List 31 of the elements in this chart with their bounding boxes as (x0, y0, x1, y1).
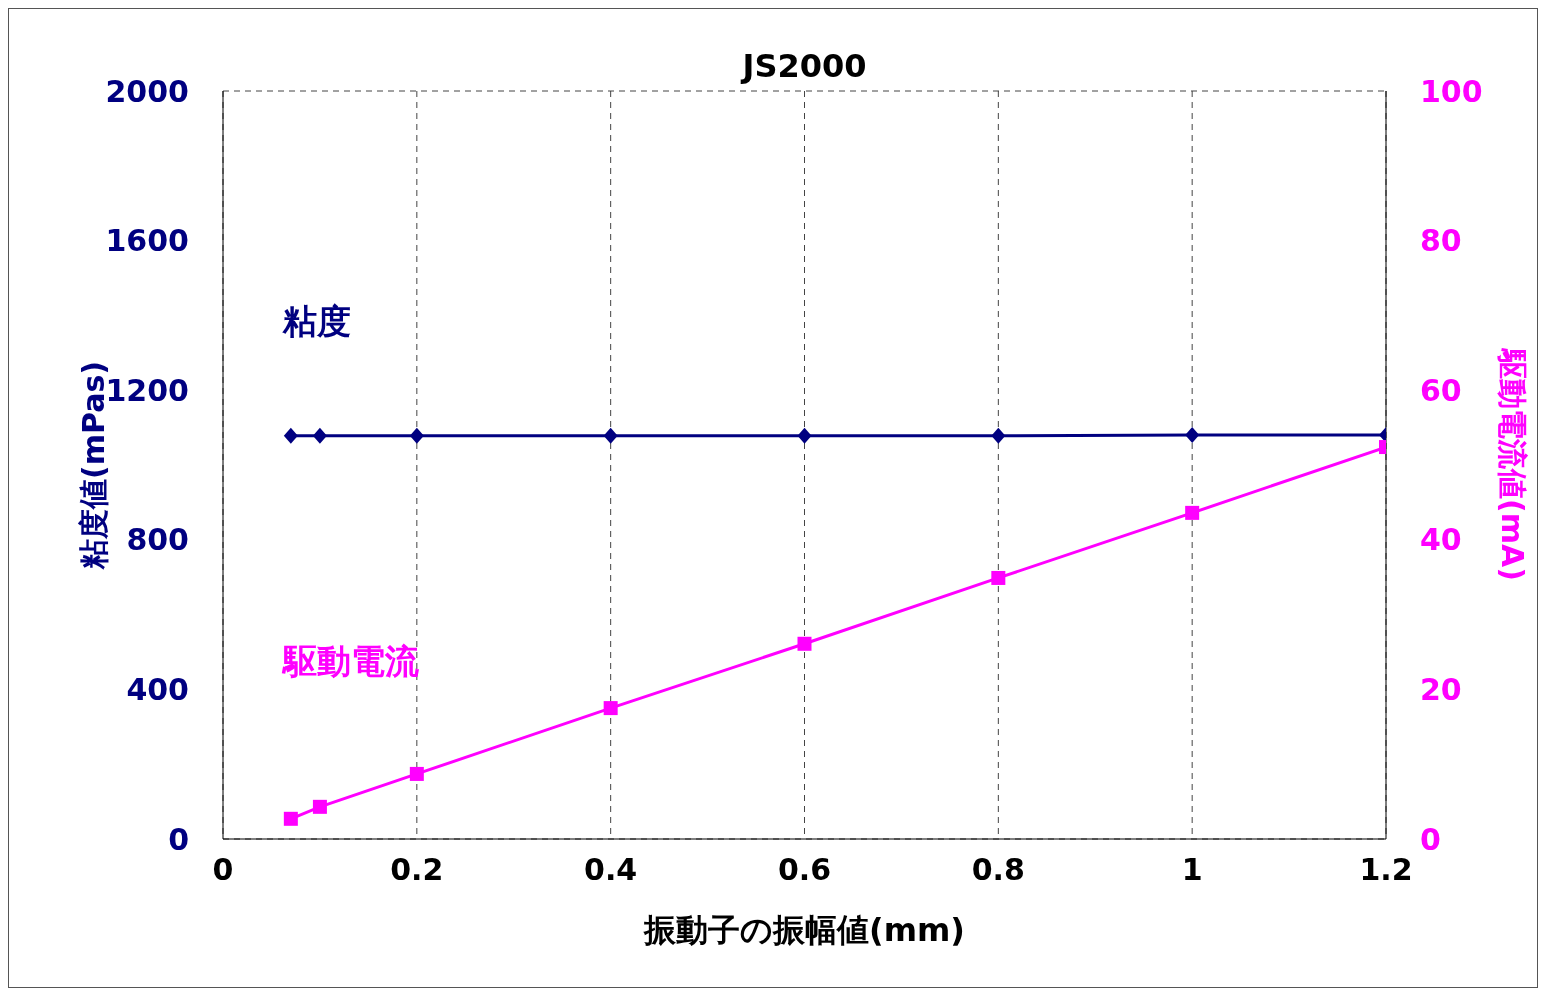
y2-tick-label: 80 (1420, 223, 1462, 259)
point (797, 636, 812, 651)
y-tick-label: 400 (126, 672, 189, 708)
y-tick-label: 2000 (105, 73, 189, 109)
text: 駆動電流 (283, 640, 419, 683)
y-tick-label: 1600 (105, 223, 189, 259)
y-tick-label: 1200 (105, 372, 189, 408)
x-tick-label: 0.8 (971, 852, 1025, 888)
point (409, 766, 424, 781)
y-tick-label: 800 (126, 522, 189, 558)
point (283, 811, 298, 826)
chart-title: JS2000 (742, 47, 867, 85)
y-tick-label: 0 (168, 821, 189, 857)
point (1185, 505, 1200, 520)
y2-tick-label: 100 (1420, 73, 1483, 109)
x-tick-label: 0.6 (777, 852, 832, 888)
point (991, 570, 1006, 585)
x-tick-label: 1 (1181, 852, 1203, 888)
point (603, 701, 618, 716)
x-tick-label: 0 (212, 852, 234, 888)
y2-tick-label: 60 (1420, 372, 1462, 408)
x-tick-label: 1.2 (1359, 852, 1413, 888)
y2-tick-label: 40 (1420, 522, 1462, 558)
y2-tick-label: 0 (1420, 821, 1441, 857)
y2-axis-title: 駆動電流値(mA) (1495, 347, 1531, 581)
text: 粘度 (283, 300, 351, 343)
x-axis-title: 振動子の振幅値(mm) (643, 911, 965, 949)
x-tick-label: 0.4 (584, 852, 638, 888)
y2-tick-label: 20 (1420, 672, 1462, 708)
point (312, 799, 327, 814)
x-tick-label: 0.2 (390, 852, 444, 888)
